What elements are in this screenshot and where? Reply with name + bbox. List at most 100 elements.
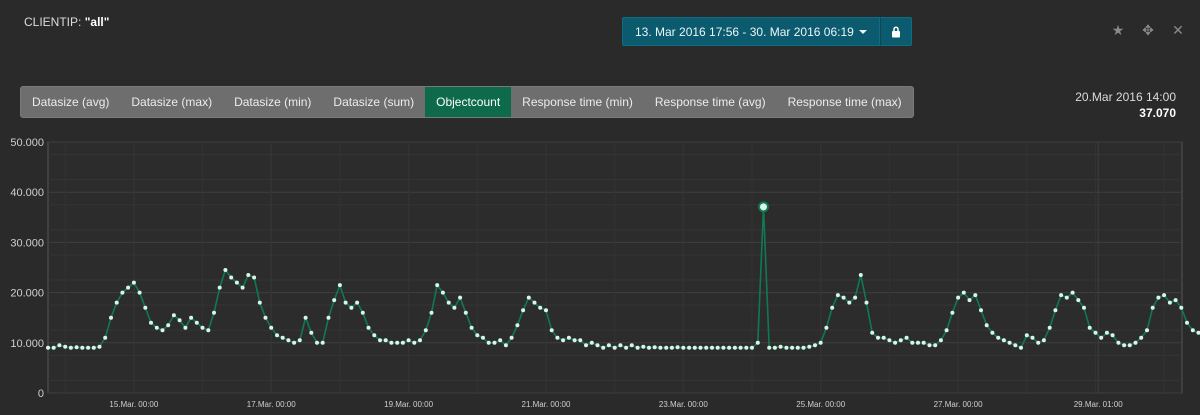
data-point [183,325,188,330]
tab-datasize-avg[interactable]: Datasize (avg) [32,95,110,109]
objectcount-chart[interactable]: 0 10.000 20.000 30.000 40.000 50.000 15.Mar. … [0,132,1200,415]
y-tick-label: 20.000 [10,288,44,300]
data-point [509,335,514,340]
data-point [1133,340,1138,345]
data-point [383,338,388,343]
data-point [755,340,760,345]
data-point [481,335,485,340]
data-point [234,280,239,285]
data-point [366,325,371,330]
data-point [778,344,783,349]
tab-response-time-avg[interactable]: Response time (avg) [654,95,766,109]
series-objectcount [46,201,1200,350]
data-point [732,345,737,350]
data-point [440,290,445,295]
data-point [881,335,886,340]
data-point [750,345,754,350]
data-point [589,340,594,345]
data-point [320,340,325,345]
data-point [1110,333,1115,338]
data-point [1127,343,1132,348]
data-point [818,340,823,345]
tab-response-time-min[interactable]: Response time (min) [522,95,633,109]
data-point [526,295,531,300]
data-point [435,283,440,288]
data-point [681,345,686,350]
data-point [933,343,938,348]
data-point [641,344,646,349]
lock-button[interactable] [879,17,912,46]
highlighted-point[interactable] [757,201,769,213]
data-point [395,340,400,345]
y-tick-label: 50.000 [10,137,44,149]
data-point [275,333,279,338]
data-point [418,338,422,343]
readout-time: 20.Mar 2016 14:00 [1075,90,1176,104]
data-point [1139,335,1144,340]
data-point [1013,343,1018,348]
data-point [349,305,354,310]
data-point [463,310,468,315]
data-point [286,338,291,343]
date-range-picker: 13. Mar 2016 17:56 - 30. Mar 2016 06:19 [622,17,912,46]
move-icon[interactable]: ✥ [1142,22,1154,38]
date-range-button[interactable]: 13. Mar 2016 17:56 - 30. Mar 2016 06:19 [622,17,880,46]
y-tick-label: 0 [38,388,44,400]
data-point [206,328,211,333]
data-point [498,338,503,343]
data-point [1082,305,1086,310]
client-label: CLIENTIP: [24,15,82,29]
x-axis: 15.Mar. 00:00 17.Mar. 00:00 19.Mar. 00:00 2… [109,400,1123,409]
data-point [114,300,119,305]
data-point [1190,328,1195,333]
data-point [120,290,125,295]
data-point [91,345,96,350]
data-point [97,344,102,349]
data-point [212,310,216,315]
data-point [767,345,772,350]
data-point [618,343,623,348]
data-point [961,290,966,295]
tab-datasize-min[interactable]: Datasize (min) [234,95,312,109]
data-point [956,295,961,300]
tab-response-time-max[interactable]: Response time (max) [787,95,902,109]
data-point [555,335,560,340]
data-point [332,298,337,303]
data-point [1007,340,1012,345]
data-point [658,345,663,350]
data-point [315,340,319,345]
data-point [990,330,995,335]
data-point [189,315,194,320]
data-point [795,345,800,350]
data-point [263,315,268,320]
y-tick-label: 30.000 [10,237,44,249]
close-icon[interactable]: ✕ [1172,22,1184,38]
tab-datasize-sum[interactable]: Datasize (sum) [333,95,415,109]
x-tick-label: 25.Mar. 00:00 [796,400,845,409]
data-point [372,333,377,338]
tab-datasize-max[interactable]: Datasize (max) [131,95,213,109]
data-point [944,328,949,333]
data-point [246,273,251,277]
data-point [492,340,497,345]
data-point [784,345,789,350]
star-icon[interactable]: ★ [1111,22,1125,38]
data-point [1053,308,1058,313]
data-point [847,300,852,305]
data-point [835,293,840,298]
data-point [738,345,743,350]
data-point [521,308,526,313]
data-point [240,285,245,290]
data-point [687,345,692,350]
tab-objectcount[interactable]: Objectcount [425,87,512,117]
data-point [171,313,176,318]
data-point [343,300,348,305]
data-point [979,308,983,313]
data-point [51,345,56,350]
data-point [813,343,817,348]
data-point [1047,325,1052,330]
data-point [200,325,205,330]
data-point [269,325,274,330]
data-point [469,325,474,330]
data-point [858,273,863,277]
